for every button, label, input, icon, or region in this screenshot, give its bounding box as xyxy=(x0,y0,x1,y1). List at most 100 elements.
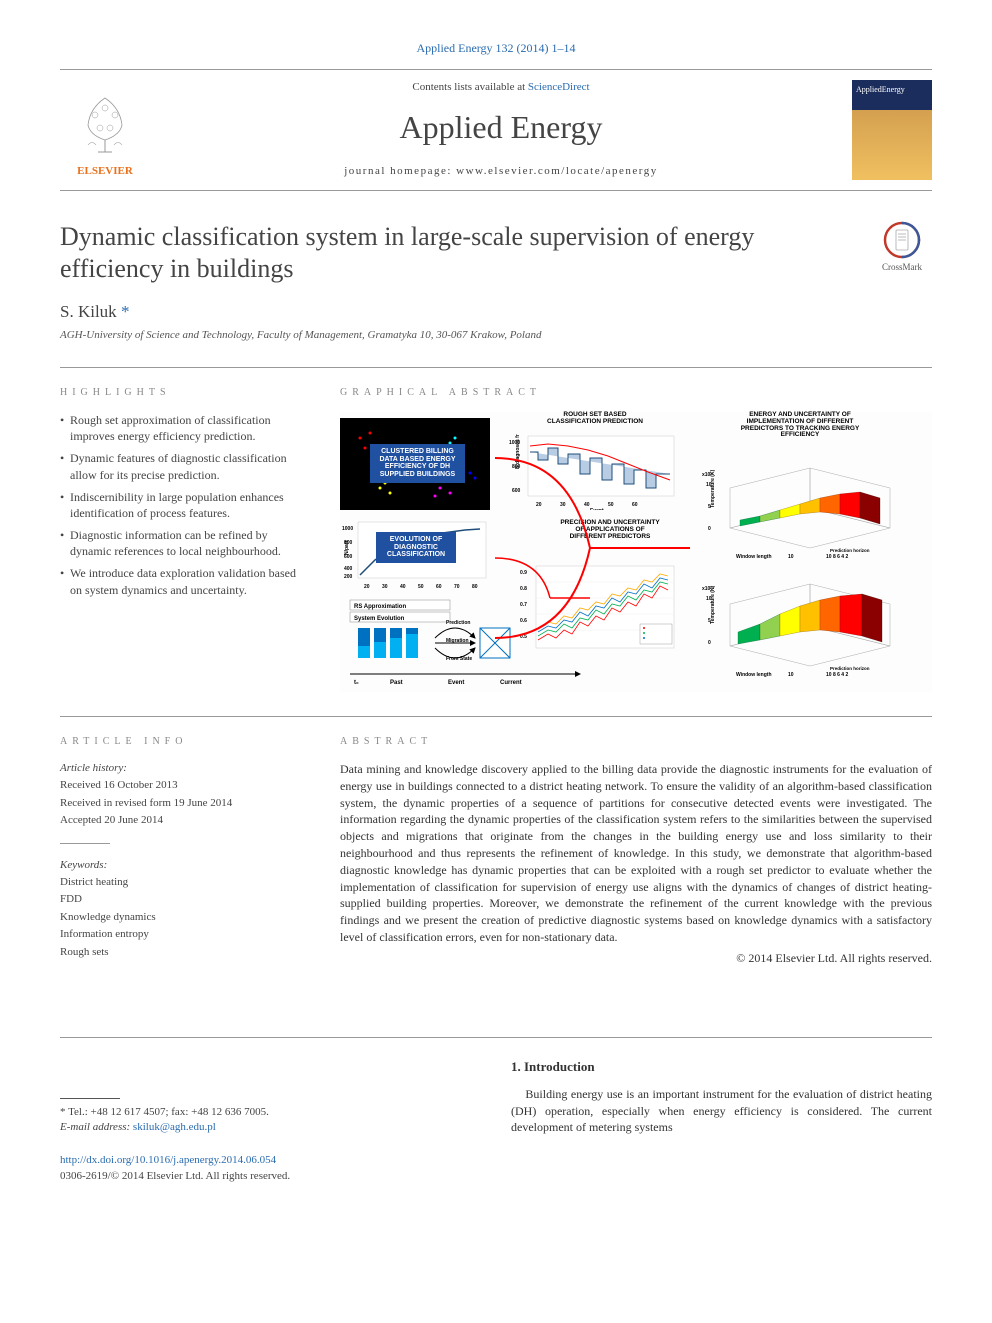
svg-text:System Evolution: System Evolution xyxy=(354,616,405,622)
issn-line: 0306-2619/© 2014 Elsevier Ltd. All right… xyxy=(60,1170,290,1182)
svg-text:Prediction horizon: Prediction horizon xyxy=(830,666,870,671)
article-info-label: article info xyxy=(60,735,310,749)
journal-reference: Applied Energy 132 (2014) 1–14 xyxy=(60,40,932,57)
svg-text:Prediction: Prediction xyxy=(446,620,470,626)
svg-text:10: 10 xyxy=(788,554,794,560)
rule-masthead-bottom xyxy=(60,190,932,191)
journal-name: Applied Energy xyxy=(150,105,852,150)
info-divider xyxy=(60,843,110,844)
history-received: Received 16 October 2013 xyxy=(60,778,310,793)
svg-text:60: 60 xyxy=(632,502,638,508)
svg-text:70: 70 xyxy=(454,584,460,590)
svg-text:40: 40 xyxy=(400,584,406,590)
svg-text:Window length: Window length xyxy=(736,672,772,678)
crossmark-badge[interactable]: CrossMark xyxy=(872,221,932,274)
keywords-block: Keywords: District heating FDD Knowledge… xyxy=(60,858,310,960)
ga-label-roughset: ROUGH SET BASED CLASSIFICATION PREDICTIO… xyxy=(540,412,650,426)
homepage-url: www.elsevier.com/locate/apenergy xyxy=(456,165,658,177)
highlights-list: Rough set approximation of classificatio… xyxy=(60,412,310,598)
keyword: FDD xyxy=(60,892,310,907)
ga-surface-chart-2: x10¹⁸ 1050 Temperature (K) xyxy=(700,572,900,682)
doi-block: http://dx.doi.org/10.1016/j.apenergy.201… xyxy=(60,1153,481,1184)
svg-text:20: 20 xyxy=(536,502,542,508)
masthead: ELSEVIER Contents lists available at Sci… xyxy=(60,70,932,190)
author-line: S. Kiluk * xyxy=(60,300,932,324)
footnote-marker: * xyxy=(60,1106,66,1118)
svg-text:50: 50 xyxy=(418,584,424,590)
footnote-email-line: E-mail address: skiluk@agh.edu.pl xyxy=(60,1120,481,1135)
author-corr-marker[interactable]: * xyxy=(121,302,130,321)
abstract-col: abstract Data mining and knowledge disco… xyxy=(340,735,932,967)
history-accepted: Accepted 20 June 2014 xyxy=(60,813,310,828)
svg-text:RS Approximation: RS Approximation xyxy=(354,604,406,610)
highlight-item: Dynamic features of diagnostic classific… xyxy=(60,450,310,482)
svg-text:Current: Current xyxy=(500,680,522,686)
ga-evolution-panel: 1000 800 600 400 200 N/part 203040506070… xyxy=(340,520,490,592)
ga-precision-chart: 0.90.80.70.60.5 xyxy=(518,562,678,662)
svg-text:Temperature (K): Temperature (K) xyxy=(710,469,716,508)
graphical-abstract-label: graphical abstract xyxy=(340,386,932,400)
svg-text:10 8 6 4 2: 10 8 6 4 2 xyxy=(826,554,848,560)
ga-label-precision: PRECISION AND UNCERTAINTY OF APPLICATION… xyxy=(560,520,660,540)
sciencedirect-link[interactable]: ScienceDirect xyxy=(528,81,590,93)
footnote-tel-text: Tel.: +48 12 617 4507; fax: +48 12 636 7… xyxy=(68,1106,269,1118)
ga-scatter-panel: CLUSTERED BILLING DATA BASED ENERGY EFFI… xyxy=(340,418,490,510)
svg-text:0.6: 0.6 xyxy=(520,618,527,624)
author-name: S. Kiluk xyxy=(60,302,117,321)
highlight-item: Rough set approximation of classificatio… xyxy=(60,412,310,444)
ga-precision-panel: 0.90.80.70.60.5 xyxy=(518,562,678,662)
copyright-line: © 2014 Elsevier Ltd. All rights reserved… xyxy=(340,950,932,967)
intro-heading: 1. Introduction xyxy=(511,1058,932,1076)
keyword: Rough sets xyxy=(60,945,310,960)
elsevier-logo: ELSEVIER xyxy=(60,80,150,180)
keyword: Knowledge dynamics xyxy=(60,910,310,925)
ga-surface-2: x10¹⁸ 1050 Temperature (K) xyxy=(700,572,900,682)
history-revised: Received in revised form 19 June 2014 xyxy=(60,796,310,811)
body-left-col: * Tel.: +48 12 617 4507; fax: +48 12 636… xyxy=(60,1038,481,1185)
contents-list-prefix: Contents lists available at xyxy=(412,81,527,93)
svg-text:0: 0 xyxy=(708,526,711,532)
footnote-rule xyxy=(60,1098,120,1099)
article-history: Article history: Received 16 October 201… xyxy=(60,761,310,829)
svg-text:400: 400 xyxy=(344,566,353,572)
highlight-item: We introduce data exploration validation… xyxy=(60,565,310,597)
abstract-label: abstract xyxy=(340,735,932,749)
footnote-email-label: E-mail address: xyxy=(60,1121,133,1133)
contents-list-line: Contents lists available at ScienceDirec… xyxy=(150,80,852,95)
graphical-abstract-col: graphical abstract CLUSTERED BILLING DAT… xyxy=(340,386,932,692)
svg-text:0.5: 0.5 xyxy=(520,634,527,640)
ga-surface-chart-1: x10²¹ 1050 xyxy=(700,458,900,564)
svg-text:40: 40 xyxy=(584,502,590,508)
affiliation: AGH-University of Science and Technology… xyxy=(60,328,932,343)
svg-text:Migration: Migration xyxy=(446,638,469,644)
body-right-col: 1. Introduction Building energy use is a… xyxy=(511,1038,932,1185)
masthead-center: Contents lists available at ScienceDirec… xyxy=(150,80,852,180)
highlight-item: Diagnostic information can be refined by… xyxy=(60,527,310,559)
intro-paragraph: Building energy use is an important inst… xyxy=(511,1086,932,1136)
svg-text:Event: Event xyxy=(448,680,464,686)
svg-text:N diagnoses free: N diagnoses free xyxy=(515,434,521,469)
svg-text:1000: 1000 xyxy=(342,526,353,532)
abstract-text: Data mining and knowledge discovery appl… xyxy=(340,761,932,946)
svg-text:0.9: 0.9 xyxy=(520,570,527,576)
keyword: Information entropy xyxy=(60,927,310,942)
highlights-label: highlights xyxy=(60,386,310,400)
title-row: Dynamic classification system in large-s… xyxy=(60,221,932,286)
svg-text:N/part: N/part xyxy=(344,540,350,555)
history-label: Article history: xyxy=(60,761,310,776)
ga-label-energy: ENERGY AND UNCERTAINTY OF IMPLEMENTATION… xyxy=(740,412,860,439)
footnote-email-link[interactable]: skiluk@agh.edu.pl xyxy=(133,1121,216,1133)
svg-text:60: 60 xyxy=(436,584,442,590)
svg-text:10: 10 xyxy=(788,672,794,678)
article-title: Dynamic classification system in large-s… xyxy=(60,221,872,286)
svg-text:t₀: t₀ xyxy=(354,680,359,686)
info-abstract-row: article info Article history: Received 1… xyxy=(60,716,932,967)
svg-text:30: 30 xyxy=(382,584,388,590)
svg-text:200: 200 xyxy=(344,574,353,580)
svg-text:Past: Past xyxy=(390,680,403,686)
doi-link[interactable]: http://dx.doi.org/10.1016/j.apenergy.201… xyxy=(60,1154,276,1166)
crossmark-label: CrossMark xyxy=(882,262,922,272)
footnote-tel: * Tel.: +48 12 617 4507; fax: +48 12 636… xyxy=(60,1105,481,1120)
ga-roughset-panel: 1000800600 N diagnoses free 2030405060 E… xyxy=(508,434,678,510)
highlights-graphical-row: highlights Rough set approximation of cl… xyxy=(60,367,932,692)
